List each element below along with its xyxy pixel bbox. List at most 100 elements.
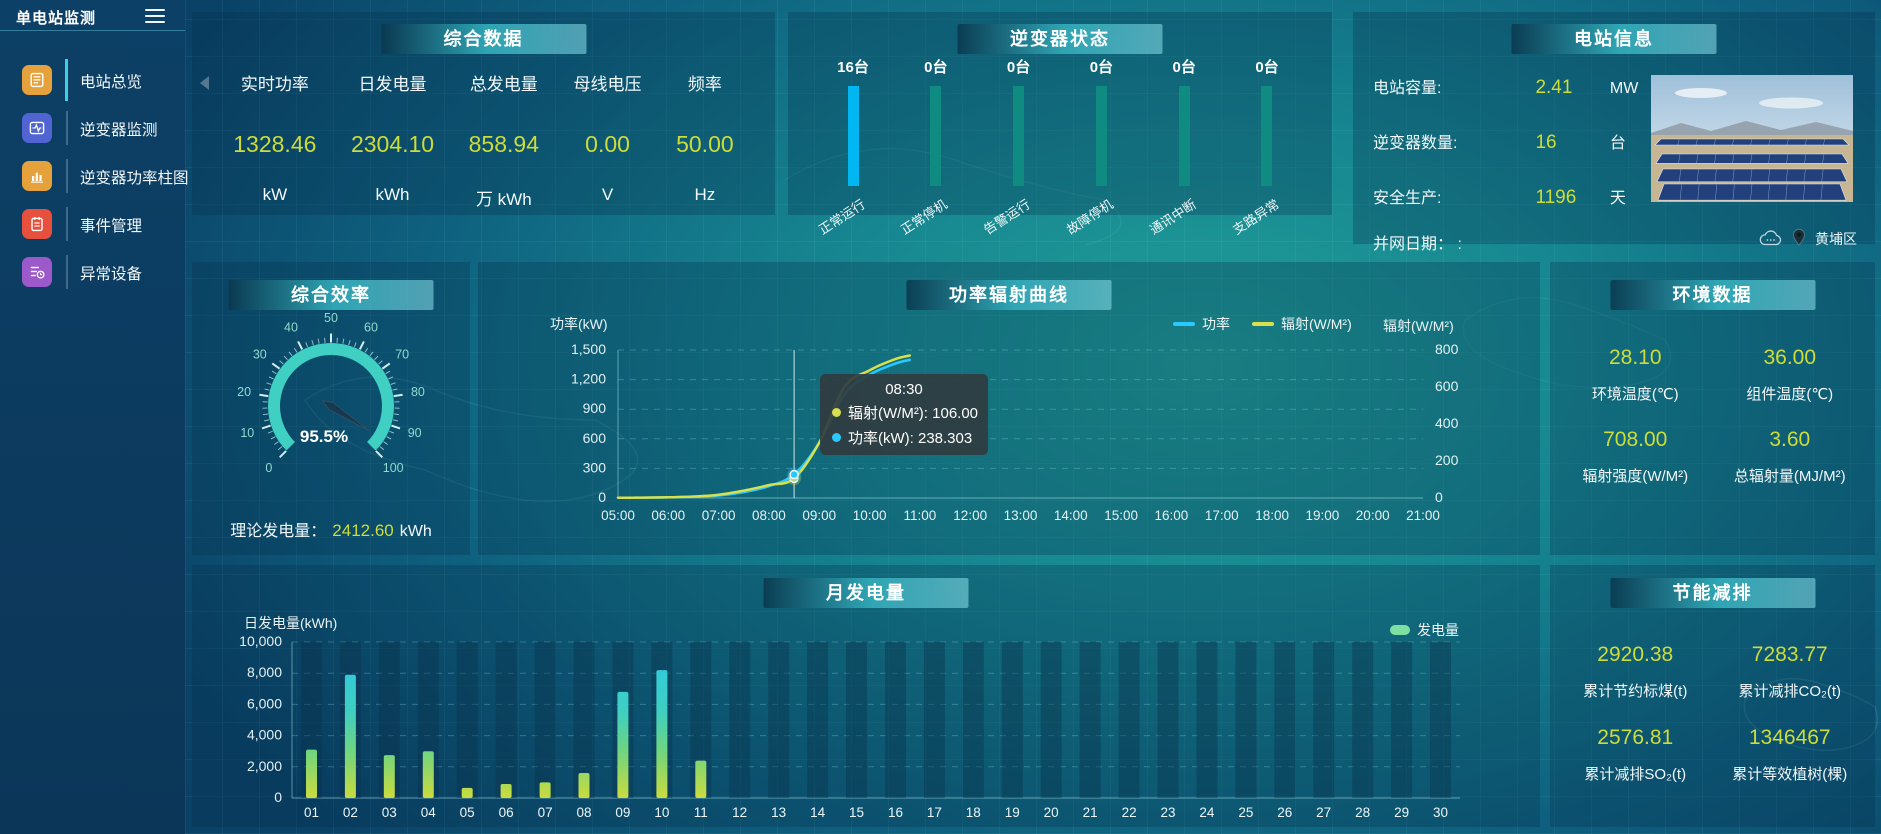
sidebar-item-label: 异常设备 (80, 266, 143, 283)
summary-metric: 日发电量 2304.10 kWh (351, 56, 434, 207)
sidebar-item-overview[interactable]: 电站总览 (0, 56, 185, 104)
panel-collapse-arrow[interactable] (200, 76, 209, 90)
station-info-row: 逆变器数量: 16 台 (1373, 129, 1626, 154)
panel-title-bar: 月发电量 (763, 578, 969, 608)
svg-text:12: 12 (732, 805, 747, 820)
legend-item[interactable]: 功率 (1173, 314, 1230, 334)
svg-text:15:00: 15:00 (1104, 508, 1138, 523)
svg-text:29: 29 (1394, 805, 1409, 820)
svg-text:02: 02 (343, 805, 358, 820)
panel-station-info: 电站信息 电站容量: 2.41 MW 逆变器数量: 16 台 安全生产: 119… (1353, 12, 1875, 253)
inverter-status-count: 0台 (1089, 59, 1114, 76)
panel-monthly-generation: 月发电量 日发电量(kWh) 发电量 10,000 8,000 6,000 4,000… (192, 565, 1540, 827)
svg-text:18: 18 (966, 805, 981, 820)
left-axis-name: 功率(kW) (550, 316, 608, 332)
station-row-value: 2.41 (1535, 77, 1573, 98)
svg-text:17: 17 (927, 805, 942, 820)
svg-text:1,200: 1,200 (571, 371, 606, 387)
sidebar-item-label: 逆变器功率柱图 (80, 170, 189, 187)
station-row-label: 电站容量: (1373, 80, 1442, 97)
inverter-status-item: 0台 正常停机 (897, 56, 975, 237)
svg-text:27: 27 (1316, 805, 1331, 820)
summary-metric: 实时功率 1328.46 kW (233, 56, 316, 207)
metric-label: 总辐射量(MJ/M²) (1733, 468, 1846, 485)
svg-text:1,500: 1,500 (571, 341, 606, 357)
station-row-unit: MW (1609, 80, 1639, 97)
svg-text:09:00: 09:00 (802, 508, 836, 523)
metric-value: 7283.77 (1751, 643, 1828, 666)
sidebar: 单电站监测 电站总览 逆变器监测 逆变器功率柱图 事件管理 异常设备 (0, 0, 189, 834)
sidebar-item-abnormal[interactable]: 异常设备 (0, 248, 185, 296)
station-row-value: 1196 (1535, 187, 1577, 208)
tooltip-row: 功率(kW): 238.303 (832, 427, 976, 448)
svg-text:08: 08 (576, 805, 591, 820)
svg-text:4,000: 4,000 (247, 727, 282, 743)
svg-text:8,000: 8,000 (247, 664, 282, 680)
panel-title: 节能减排 (1672, 583, 1753, 603)
cloud-weather-icon (1759, 229, 1783, 249)
svg-text:16:00: 16:00 (1155, 508, 1189, 523)
summary-metric: 母线电压 0.00 V (574, 56, 642, 207)
location-label: 黄埔区 (1815, 230, 1857, 247)
metric-value: 50.00 (676, 131, 734, 157)
metric-unit: V (601, 185, 614, 204)
environment-metric: 28.10 环境温度(℃) (1558, 346, 1713, 428)
svg-text:14: 14 (810, 805, 826, 820)
grid-date-row: 并网日期： : (1373, 230, 1462, 254)
grid-date-value: : (1457, 236, 1462, 253)
legend-item[interactable]: 发电量 (1390, 620, 1459, 640)
inverter-status-label: 正常停机 (898, 196, 951, 238)
panel-title-bar: 功率辐射曲线 (906, 280, 1112, 310)
panel-title-bar: 电站信息 (1511, 24, 1717, 54)
inverter-status-label: 支路异常 (1229, 196, 1282, 238)
efficiency-gauge-chart[interactable]: 0 10 20 30 40 50 60 70 80 90 100 95.5% (206, 304, 456, 509)
sidebar-item-divider (66, 207, 68, 241)
svg-text:90: 90 (408, 426, 422, 440)
theoretical-value: 2412.60 (332, 521, 394, 540)
svg-text:25: 25 (1238, 805, 1253, 820)
sidebar-item-event[interactable]: 事件管理 (0, 200, 185, 248)
svg-text:300: 300 (583, 459, 607, 475)
svg-text:24: 24 (1199, 805, 1215, 820)
panel-efficiency: 综合效率 0 10 20 30 40 50 60 70 80 90 100 95.5% 理论发电量： 2… (192, 262, 470, 555)
metric-label: 累计减排SO₂(t) (1584, 766, 1687, 783)
svg-text:20:00: 20:00 (1356, 508, 1390, 523)
legend-item[interactable]: 辐射(W/M²) (1252, 314, 1352, 334)
svg-text:11: 11 (694, 805, 708, 820)
svg-text:04: 04 (421, 805, 437, 820)
barchart-icon (22, 161, 52, 191)
metric-label: 组件温度(℃) (1746, 386, 1834, 403)
inverter-status-count: 0台 (924, 59, 948, 76)
svg-text:01: 01 (304, 805, 319, 820)
curve-legend: 功率 辐射(W/M²) (1173, 314, 1352, 334)
metric-value: 858.94 (468, 131, 539, 157)
environment-metrics: 28.10 环境温度(℃) 36.00 组件温度(℃) 708.00 辐射强度(… (1558, 346, 1867, 510)
app-title: 单电站监测 (16, 10, 97, 27)
metric-value: 1328.46 (233, 131, 317, 157)
environment-metric: 3.60 总辐射量(MJ/M²) (1713, 428, 1868, 510)
svg-text:09: 09 (615, 805, 630, 820)
hamburger-menu-icon[interactable] (145, 9, 165, 27)
svg-text:14:00: 14:00 (1054, 508, 1088, 523)
svg-text:95.5%: 95.5% (300, 427, 348, 446)
panel-title-bar: 环境数据 (1610, 280, 1815, 310)
panel-summary-data: 综合数据 实时功率 1328.46 kW 日发电量 2304.10 kWh 总发… (192, 12, 775, 215)
sidebar-item-monitor[interactable]: 逆变器监测 (0, 104, 185, 152)
sidebar-item-barchart[interactable]: 逆变器功率柱图 (0, 152, 189, 200)
inverter-status-label: 故障停机 (1064, 196, 1116, 238)
inverter-status-item: 0台 故障停机 (1062, 56, 1140, 237)
inverter-status-label: 告警运行 (981, 196, 1034, 238)
tooltip-time: 08:30 (885, 381, 923, 398)
svg-text:28: 28 (1355, 805, 1370, 820)
svg-text:17:00: 17:00 (1205, 508, 1239, 523)
panel-title: 逆变器状态 (1010, 29, 1110, 49)
y-axis-name: 日发电量(kWh) (244, 615, 338, 631)
right-axis-name: 辐射(W/M²) (1383, 318, 1454, 334)
svg-text:2,000: 2,000 (247, 758, 282, 774)
station-info-row: 电站容量: 2.41 MW (1373, 74, 1638, 99)
metric-value: 1346467 (1748, 726, 1831, 749)
svg-text:07: 07 (538, 805, 553, 820)
main-content: 综合数据 实时功率 1328.46 kW 日发电量 2304.10 kWh 总发… (185, 0, 1881, 834)
svg-text:12:00: 12:00 (953, 508, 987, 523)
svg-text:18:00: 18:00 (1255, 508, 1289, 523)
